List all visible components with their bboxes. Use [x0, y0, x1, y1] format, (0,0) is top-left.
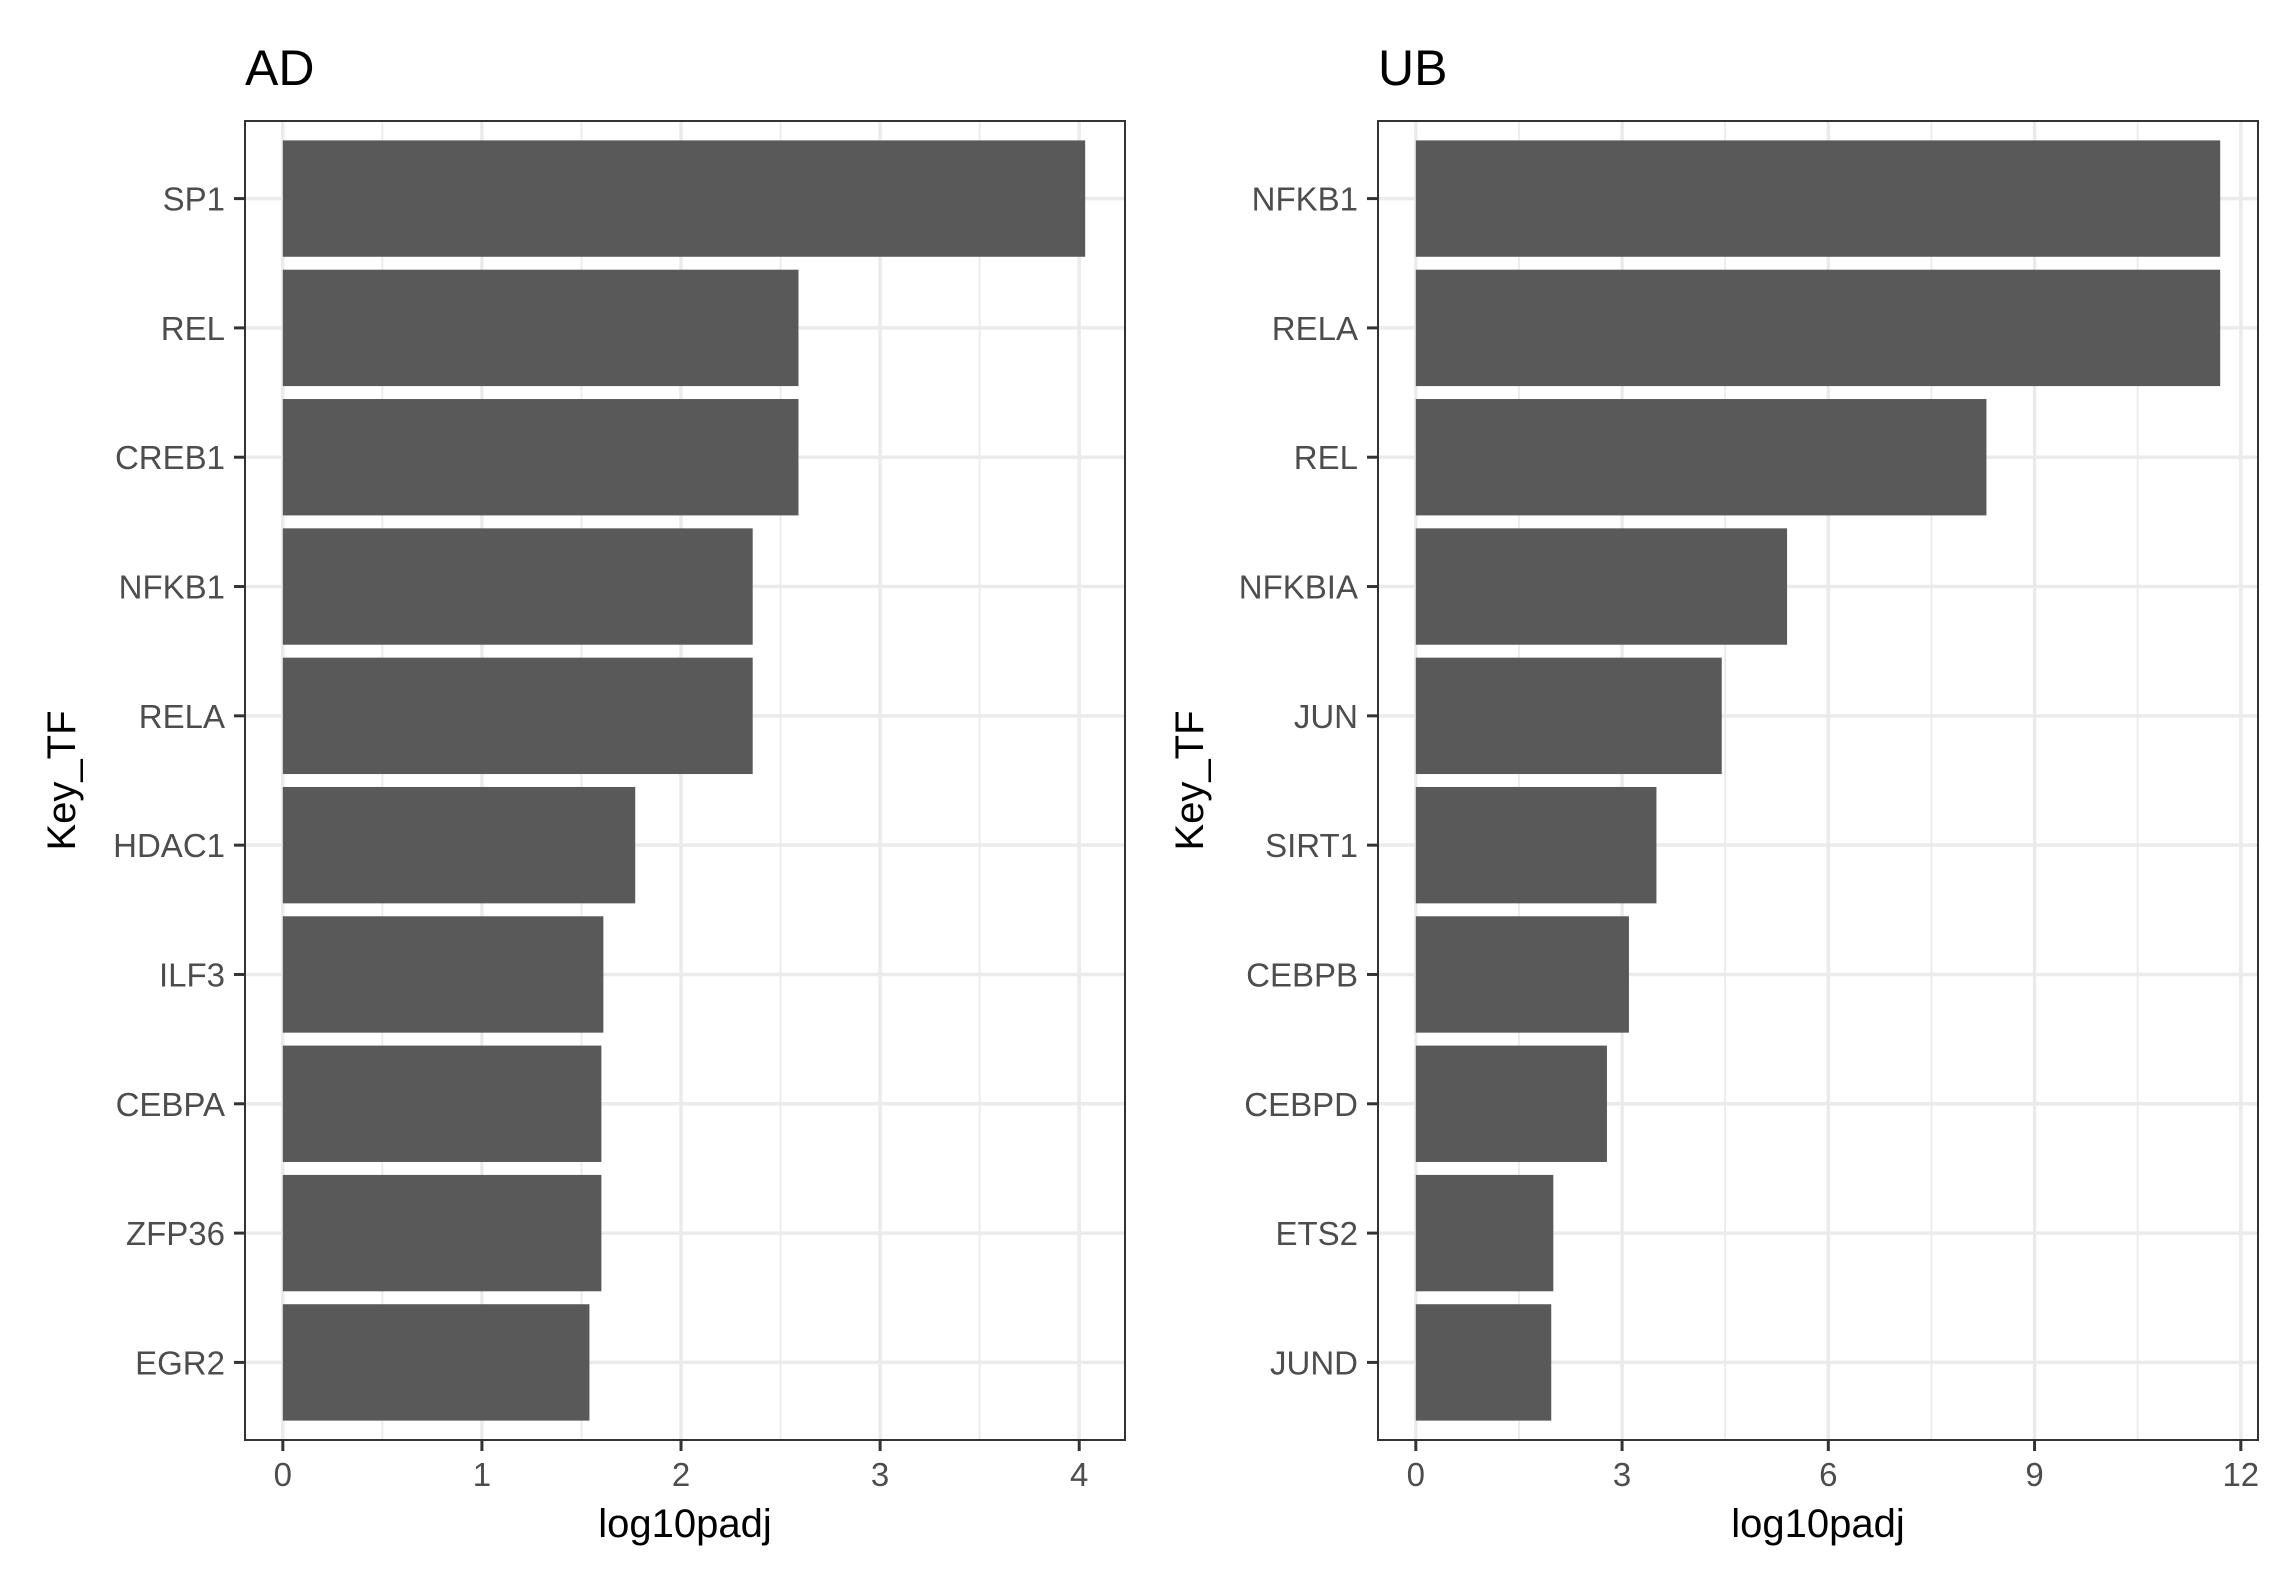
bar-sp1	[282, 140, 1086, 257]
bars-ub	[1415, 140, 2221, 1421]
x-tick-label: 4	[1070, 1456, 1088, 1493]
y-tick-label: NFKB1	[119, 569, 225, 606]
bar-ilf3	[282, 916, 604, 1033]
bar-jund	[1415, 1304, 1552, 1421]
y-tick-label: SIRT1	[1265, 827, 1358, 864]
y-tick-label: JUND	[1270, 1344, 1358, 1381]
bar-cebpd	[1415, 1045, 1607, 1162]
bar-zfp36	[282, 1174, 602, 1292]
y-tick-label: ZFP36	[126, 1215, 225, 1252]
bar-rela	[282, 657, 753, 775]
bar-cebpb	[1415, 916, 1629, 1033]
x-tick-label: 0	[1407, 1456, 1425, 1493]
bar-sirt1	[1415, 786, 1657, 904]
panel-title-ad: AD	[245, 40, 314, 96]
x-tick-label: 9	[2025, 1456, 2043, 1493]
y-tick-label: RELA	[1272, 310, 1358, 347]
y-tick-label: CEBPB	[1246, 956, 1358, 993]
y-axis-title-ad: Key_TF	[40, 710, 84, 850]
bars-ad	[282, 140, 1086, 1421]
bar-egr2	[282, 1304, 590, 1421]
y-tick-label: EGR2	[135, 1344, 225, 1381]
bar-nfkbia	[1415, 528, 1788, 645]
x-axis-title-ad: log10padj	[598, 1502, 772, 1546]
y-tick-label: CEBPD	[1244, 1086, 1358, 1123]
bar-nfkb1	[1415, 140, 2221, 257]
x-axis-title-ub: log10padj	[1731, 1502, 1905, 1546]
x-tick-label: 0	[274, 1456, 292, 1493]
bar-ets2	[1415, 1174, 1554, 1292]
y-tick-label: ILF3	[159, 956, 225, 993]
bar-rel	[282, 269, 799, 387]
ticks-ub: NFKB1 RELA REL NFKBIA JUN SIRT1 CEBPB CEBPD ETS2…	[1239, 181, 2259, 1493]
x-tick-label: 2	[672, 1456, 690, 1493]
y-tick-label: NFKBIA	[1239, 569, 1358, 606]
panel-frame-ub	[1377, 120, 2259, 1441]
x-tick-label: 3	[1613, 1456, 1631, 1493]
panel-ad: SP1 REL CREB1 NFKB1 RELA HDAC1 ILF3 CEBPA ZFP36 E…	[40, 40, 1126, 1546]
y-tick-label: REL	[1294, 439, 1358, 476]
y-tick-label: REL	[161, 310, 225, 347]
bar-rel	[1415, 399, 1987, 516]
bar-cebpa	[282, 1045, 602, 1162]
bar-creb1	[282, 399, 799, 516]
x-tick-label: 1	[473, 1456, 491, 1493]
x-tick-label: 3	[871, 1456, 889, 1493]
bar-rela	[1415, 269, 2221, 387]
y-tick-label: RELA	[139, 698, 225, 735]
x-tick-label: 12	[2222, 1456, 2259, 1493]
bar-hdac1	[282, 786, 636, 904]
panel-frame-ad	[244, 120, 1126, 1441]
panel-title-ub: UB	[1378, 40, 1447, 96]
y-tick-label: NFKB1	[1252, 181, 1358, 218]
y-tick-label: ETS2	[1275, 1215, 1358, 1252]
bar-jun	[1415, 657, 1722, 775]
x-tick-label: 6	[1819, 1456, 1837, 1493]
y-tick-label: CREB1	[115, 439, 225, 476]
y-tick-label: HDAC1	[113, 827, 225, 864]
y-tick-label: CEBPA	[116, 1086, 225, 1123]
y-tick-label: SP1	[163, 181, 225, 218]
y-axis-title-ub: Key_TF	[1168, 710, 1212, 850]
panel-ub: NFKB1 RELA REL NFKBIA JUN SIRT1 CEBPB CEBPD ETS2…	[1168, 40, 2259, 1546]
bar-nfkb1	[282, 528, 753, 645]
y-tick-label: JUN	[1294, 698, 1358, 735]
ticks-ad: SP1 REL CREB1 NFKB1 RELA HDAC1 ILF3 CEBPA ZFP36 E…	[113, 181, 1088, 1493]
